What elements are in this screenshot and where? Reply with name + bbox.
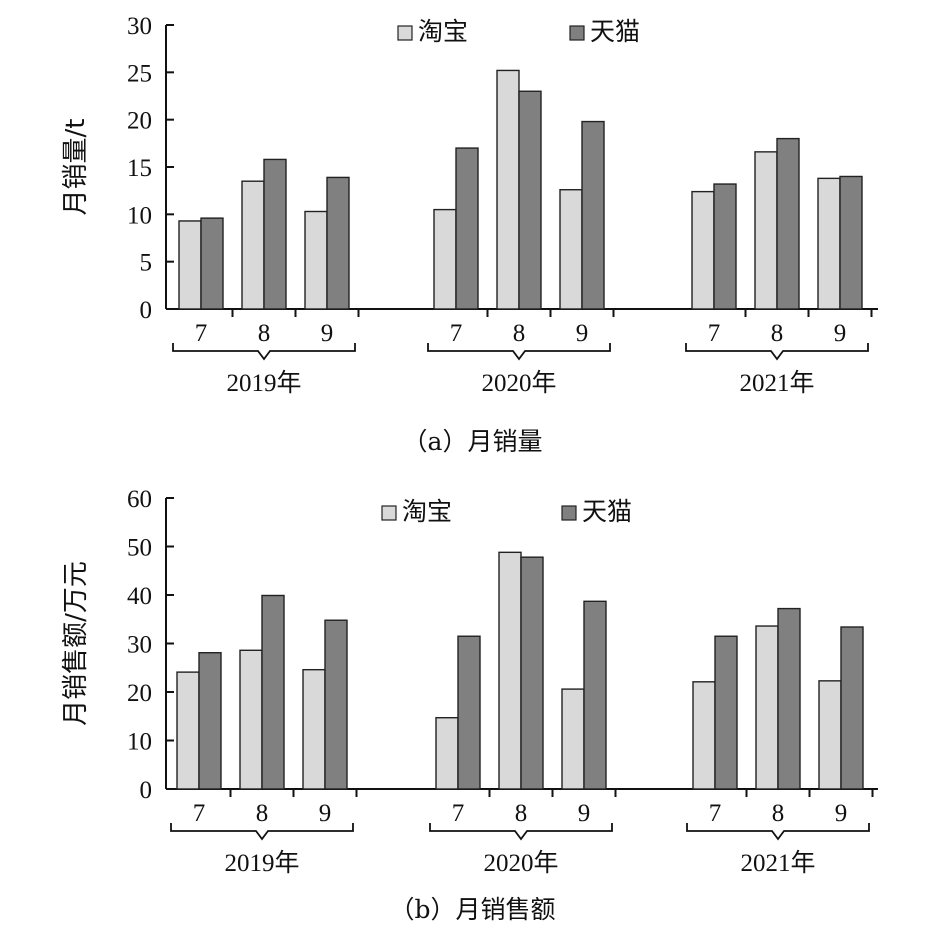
a-y-tick-label: 0 bbox=[140, 297, 153, 324]
b-y-tick-label: 50 bbox=[127, 535, 152, 562]
a-bar-tmall bbox=[200, 217, 224, 310]
b-y-tick-label: 40 bbox=[127, 583, 152, 610]
b-y-tick-label: 60 bbox=[127, 486, 152, 513]
b-group-label: 2019年 bbox=[224, 849, 299, 877]
b-group-label: 2021年 bbox=[740, 849, 815, 877]
a-group-label: 2020年 bbox=[481, 369, 556, 397]
b-bar-tmall bbox=[714, 635, 738, 790]
a-month-label: 7 bbox=[450, 320, 463, 347]
a-y-tick-label: 5 bbox=[140, 250, 153, 277]
a-bar-tmall bbox=[713, 183, 737, 310]
a-group-label: 2019年 bbox=[226, 369, 301, 397]
b-group-brace bbox=[429, 823, 613, 841]
a-group-label: 2021年 bbox=[739, 369, 814, 397]
b-month-label: 7 bbox=[452, 800, 465, 827]
a-month-label: 8 bbox=[771, 320, 784, 347]
chart-monthly-volume: 0 5 10 15 20 25 30 7 8 9 2019年 7 8 9 2020年 7 8 9 2021年 月销量/… bbox=[61, 13, 878, 397]
a-y-tick-label: 30 bbox=[127, 13, 152, 40]
b-month-label: 9 bbox=[578, 800, 591, 827]
b-bar-taobao bbox=[498, 551, 522, 790]
a-bar-tmall bbox=[455, 147, 479, 310]
a-month-label: 8 bbox=[513, 320, 526, 347]
b-month-label: 8 bbox=[515, 800, 528, 827]
b-bar-taobao bbox=[818, 680, 842, 790]
a-month-label: 8 bbox=[258, 320, 271, 347]
a-bar-tmall bbox=[518, 90, 542, 310]
a-month-label: 7 bbox=[195, 320, 208, 347]
b-legend-label-tmall: 天猫 bbox=[582, 497, 632, 526]
b-bar-taobao bbox=[755, 625, 779, 790]
a-bar-tmall bbox=[581, 120, 605, 310]
b-group-label: 2020年 bbox=[483, 849, 558, 877]
b-bar-taobao bbox=[176, 671, 200, 790]
a-y-tick-label: 20 bbox=[127, 108, 152, 135]
b-bar-tmall bbox=[457, 635, 481, 790]
chart-monthly-sales: 0 10 20 30 40 50 60 7 8 9 2019年 7 8 9 2020年 7 8 9 2021年 月销售… bbox=[61, 486, 878, 877]
a-bar-tmall bbox=[326, 176, 350, 310]
b-group-brace bbox=[170, 823, 354, 841]
b-month-label: 7 bbox=[193, 800, 206, 827]
a-month-label: 9 bbox=[576, 320, 589, 347]
b-bar-taobao bbox=[302, 668, 326, 790]
b-bar-tmall bbox=[520, 556, 544, 790]
b-y-tick-label: 0 bbox=[140, 777, 153, 804]
b-legend-swatch-tmall bbox=[561, 505, 577, 521]
a-month-label: 7 bbox=[708, 320, 721, 347]
a-month-label: 9 bbox=[321, 320, 334, 347]
a-group-brace bbox=[172, 343, 356, 361]
b-group-brace bbox=[686, 823, 870, 841]
a-bar-tmall bbox=[263, 158, 287, 310]
b-month-label: 8 bbox=[772, 800, 785, 827]
a-y-tick-label: 25 bbox=[127, 60, 152, 87]
b-bar-tmall bbox=[261, 594, 285, 790]
b-y-tick-label: 30 bbox=[127, 632, 152, 659]
caption-a: （a）月销量 bbox=[402, 427, 543, 456]
b-month-label: 7 bbox=[709, 800, 722, 827]
a-legend-swatch-taobao bbox=[397, 25, 413, 41]
b-bar-tmall bbox=[840, 626, 864, 790]
a-y-tick-label: 15 bbox=[127, 155, 152, 182]
a-y-tick-label: 10 bbox=[127, 202, 152, 229]
b-month-label: 9 bbox=[319, 800, 332, 827]
b-legend-swatch-taobao bbox=[381, 505, 397, 521]
b-legend-label-taobao: 淘宝 bbox=[402, 497, 452, 526]
b-y-tick-label: 10 bbox=[127, 729, 152, 756]
b-bar-tmall bbox=[324, 619, 348, 790]
a-y-axis-title: 月销量/t bbox=[61, 119, 91, 216]
a-bar-tmall bbox=[839, 175, 863, 310]
a-legend-label-tmall: 天猫 bbox=[590, 17, 640, 46]
caption-b: （b）月销售额 bbox=[389, 895, 556, 924]
b-y-axis-title: 月销售额/万元 bbox=[61, 561, 91, 726]
b-month-label: 8 bbox=[256, 800, 269, 827]
b-bar-taobao bbox=[692, 681, 716, 790]
a-group-brace bbox=[685, 343, 869, 361]
b-y-tick-label: 20 bbox=[127, 680, 152, 707]
b-bar-tmall bbox=[583, 600, 607, 790]
b-bar-taobao bbox=[561, 688, 585, 790]
a-bar-tmall bbox=[776, 137, 800, 310]
b-bar-taobao bbox=[435, 717, 459, 790]
a-group-brace bbox=[427, 343, 611, 361]
b-month-label: 9 bbox=[835, 800, 848, 827]
b-bar-tmall bbox=[198, 652, 222, 790]
a-legend-label-taobao: 淘宝 bbox=[418, 17, 468, 46]
a-month-label: 9 bbox=[834, 320, 847, 347]
b-bar-tmall bbox=[777, 607, 801, 790]
a-legend-swatch-tmall bbox=[569, 25, 585, 41]
b-bar-taobao bbox=[239, 649, 263, 790]
